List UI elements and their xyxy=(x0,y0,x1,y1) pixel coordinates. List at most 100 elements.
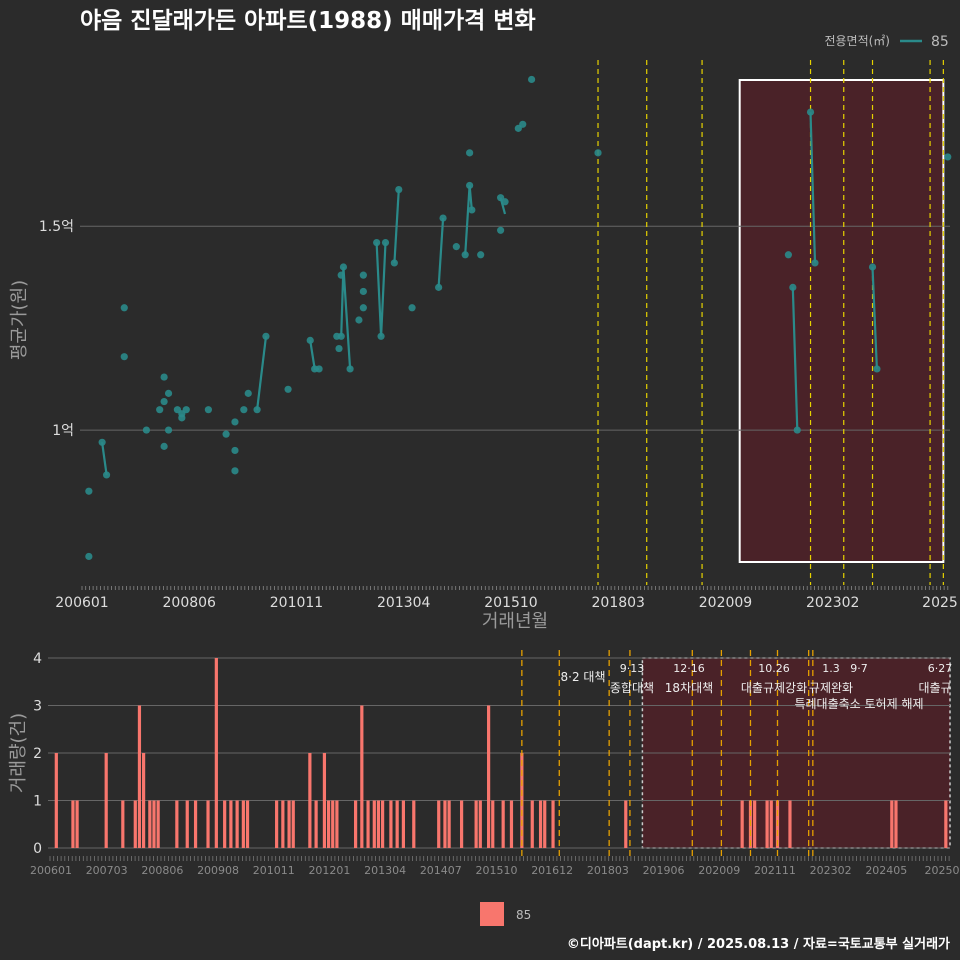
data-point xyxy=(346,365,354,373)
data-point xyxy=(102,471,111,479)
volume-bar xyxy=(223,800,227,848)
volume-bar xyxy=(788,800,792,848)
volume-bar xyxy=(148,800,152,848)
volume-bar xyxy=(509,800,514,848)
volume-bar xyxy=(54,753,58,848)
data-point xyxy=(160,442,168,450)
volume-bar xyxy=(372,800,376,848)
data-point xyxy=(337,271,345,279)
data-point xyxy=(944,153,952,161)
volume-bar xyxy=(447,800,451,848)
data-point xyxy=(793,426,801,434)
volume-bar xyxy=(326,800,331,848)
data-point xyxy=(339,263,348,271)
data-point xyxy=(359,271,367,279)
data-point xyxy=(164,389,173,397)
x-tick-label: 202009 xyxy=(699,595,752,611)
volume-bar xyxy=(229,800,233,848)
data-point xyxy=(355,316,363,324)
legend-swatch xyxy=(480,902,504,926)
policy-annotation-date: 10.26 xyxy=(758,662,790,675)
data-point xyxy=(315,365,323,373)
volume-bar xyxy=(353,800,358,848)
volume-bar xyxy=(75,800,79,848)
volume-bar xyxy=(395,800,399,848)
volume-bar xyxy=(769,800,773,848)
data-point xyxy=(284,385,292,393)
volume-bar xyxy=(753,800,757,848)
data-point xyxy=(501,198,509,206)
data-point xyxy=(231,446,239,455)
x-tick-label: 201011 xyxy=(253,864,295,877)
policy-annotation-label: 규제완화 xyxy=(809,681,853,695)
series-line xyxy=(101,442,108,476)
data-point xyxy=(240,406,248,414)
volume-bar xyxy=(381,800,385,848)
x-tick-label: 202111 xyxy=(754,864,796,877)
volume-bar xyxy=(389,800,393,848)
volume-bar xyxy=(437,800,441,848)
price-panel: 1억 1.5억 200601 200806 201011 201304 201510 2018… xyxy=(9,34,958,632)
volume-bar xyxy=(152,800,156,848)
data-point xyxy=(244,389,252,397)
volume-bar xyxy=(331,800,335,848)
y-tick-label: 4 xyxy=(33,651,42,667)
volume-bar xyxy=(308,753,312,848)
data-point xyxy=(868,263,877,271)
volume-bar xyxy=(142,753,146,848)
series-line xyxy=(791,287,799,431)
volume-bar xyxy=(890,800,894,848)
legend-label: 85 xyxy=(931,34,949,50)
x-tick-label: 201906 xyxy=(643,864,685,877)
policy-annotation-label: 18차대책 xyxy=(665,680,713,695)
data-point xyxy=(594,149,602,157)
data-point xyxy=(466,149,474,157)
volume-bar xyxy=(412,800,416,848)
y-tick-label: 1억 xyxy=(52,423,74,439)
policy-annotation-date: 12·16 xyxy=(673,662,705,675)
x-tick-label: 201510 xyxy=(484,595,537,611)
volume-bar xyxy=(193,800,198,848)
data-point xyxy=(466,181,474,190)
volume-bar xyxy=(765,800,769,848)
policy-annotation-date: 6·27 xyxy=(928,662,953,675)
x-tick-label: 200601 xyxy=(30,864,72,877)
volume-bar xyxy=(459,800,464,848)
x-tick-label: 202302 xyxy=(810,864,852,877)
volume-bar xyxy=(335,800,339,848)
volume-bar xyxy=(530,800,534,848)
volume-bar xyxy=(366,800,370,848)
y-tick-label: 3 xyxy=(33,699,42,715)
volume-bar xyxy=(291,800,295,848)
series-line xyxy=(437,218,445,288)
data-point xyxy=(262,332,270,340)
y-tick-label: 1.5억 xyxy=(39,219,74,235)
policy-annotation-date: 1.3 xyxy=(822,662,840,675)
policy-annotation-label: 대출규 xyxy=(918,681,951,695)
x-tick-label: 202405 xyxy=(865,864,907,877)
data-point xyxy=(528,75,536,84)
volume-bar xyxy=(894,800,898,848)
data-point xyxy=(468,206,476,214)
x-tick-label: 201304 xyxy=(364,864,406,877)
series-line xyxy=(871,266,878,369)
x-tick-label: 201803 xyxy=(592,595,645,611)
y-axis-title: 평균가(원) xyxy=(9,280,30,360)
policy-annotation: 8·2 대책 xyxy=(561,669,606,684)
volume-panel: 0 1 2 3 4 8·2 대책 9·13 종합대책 12·16 18차대책 10.26 대출규제강화… xyxy=(8,650,960,926)
volume-bar xyxy=(241,800,245,848)
volume-bar xyxy=(401,800,405,848)
data-point xyxy=(359,287,367,296)
x-tick-label: 201407 xyxy=(420,864,462,877)
data-point xyxy=(120,304,128,312)
volume-bar xyxy=(104,753,108,848)
volume-bar xyxy=(740,800,744,848)
x-tick-label: 200703 xyxy=(86,864,128,877)
x-tick-label: 200806 xyxy=(141,864,183,877)
x-tick-label: 200908 xyxy=(197,864,239,877)
volume-bar xyxy=(71,800,75,848)
data-point xyxy=(377,332,385,340)
policy-annotation-label: 대출규제강화 xyxy=(741,681,807,695)
y-axis-title: 거래량(건) xyxy=(8,713,29,793)
